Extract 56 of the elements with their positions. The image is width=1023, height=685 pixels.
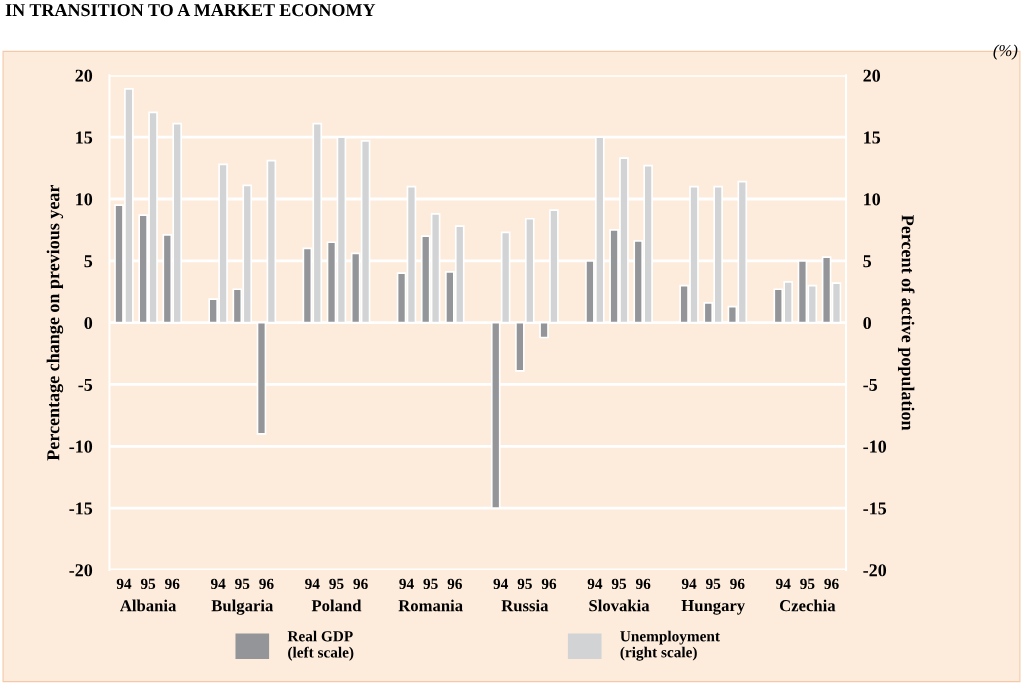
x-tick-label: 94 <box>210 578 226 590</box>
chart-title: IN TRANSITION TO A MARKET ECONOMY <box>5 4 376 17</box>
y2-tick-label: -20 <box>863 564 887 577</box>
x-tick-label: 95 <box>705 578 721 590</box>
y2-tick-label: 15 <box>864 131 881 144</box>
x-tick-label: 95 <box>611 578 627 590</box>
text: (%) <box>993 44 1018 60</box>
y-tick-label: 0 <box>84 316 93 330</box>
legend-label: Unemployment (right scale) <box>620 630 720 661</box>
text: Hungary <box>681 600 745 615</box>
x-tick-label: 94 <box>305 578 320 590</box>
y2-tick-label: -5 <box>863 378 878 391</box>
x-tick-label: 96 <box>165 578 180 590</box>
x-tick-label: 96 <box>824 578 839 590</box>
x-tick-label: 94 <box>399 578 414 590</box>
x-tick-label: 96 <box>259 578 274 590</box>
y-tick-label: -5 <box>78 378 93 391</box>
y-tick-label: 15 <box>76 131 93 144</box>
y2-tick-label: 0 <box>863 316 872 330</box>
y-tick-label: -20 <box>69 564 93 577</box>
y2-tick-label: -10 <box>863 440 887 453</box>
x-tick-label: 94 <box>776 578 791 590</box>
x-tick-label: 94 <box>587 578 603 590</box>
x-tick-label: 96 <box>353 578 368 590</box>
y-tick-label: 10 <box>76 193 93 206</box>
text: Czechia <box>779 599 836 612</box>
y-tick-label: 5 <box>84 255 93 268</box>
x-tick-label: 96 <box>447 578 462 590</box>
x-tick-label: 95 <box>800 578 815 590</box>
y2-tick-label: -15 <box>863 502 887 515</box>
x-tick-label: 94 <box>493 578 509 590</box>
y2-tick-label: 20 <box>863 69 881 82</box>
x-tick-label: 94 <box>681 578 697 590</box>
y2-tick-label: 5 <box>863 255 872 268</box>
y-tick-label: -10 <box>69 440 93 453</box>
legend-label: Real GDP (left scale) <box>287 630 354 661</box>
x-tick-label: 95 <box>517 578 532 590</box>
y-axis-title: Percentage change on previous year <box>46 184 64 461</box>
x-tick-label: 94 <box>116 578 132 590</box>
x-tick-label: 96 <box>635 578 651 590</box>
x-tick-label: 95 <box>423 578 438 590</box>
text: Slovakia <box>589 599 650 612</box>
x-tick-label: 95 <box>235 578 250 590</box>
text: Albania <box>120 599 177 612</box>
x-tick-label: 96 <box>541 578 557 590</box>
text: Bulgaria <box>211 599 274 615</box>
text: Russia <box>501 599 549 612</box>
x-tick-label: 95 <box>140 578 156 590</box>
y2-axis-title: Percent of active population <box>897 215 915 431</box>
text: Poland <box>311 599 362 612</box>
y-tick-label: -15 <box>69 502 93 515</box>
y2-tick-label: 10 <box>864 193 881 206</box>
x-tick-label: 96 <box>730 578 745 590</box>
y-tick-label: 20 <box>75 69 93 82</box>
text: Romania <box>398 599 463 612</box>
x-tick-label: 95 <box>329 578 344 590</box>
